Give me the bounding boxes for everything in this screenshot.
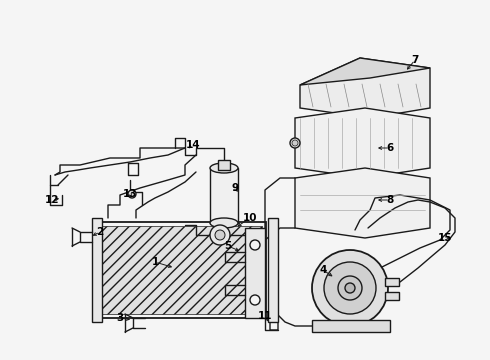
Circle shape bbox=[292, 140, 298, 146]
Polygon shape bbox=[300, 58, 430, 118]
Ellipse shape bbox=[210, 163, 238, 173]
Text: 9: 9 bbox=[231, 183, 239, 193]
Bar bbox=[102, 226, 262, 314]
Polygon shape bbox=[295, 168, 430, 238]
Text: 5: 5 bbox=[224, 241, 232, 251]
Polygon shape bbox=[300, 58, 430, 85]
Text: 1: 1 bbox=[151, 257, 159, 267]
Ellipse shape bbox=[210, 218, 238, 228]
Text: 3: 3 bbox=[117, 313, 123, 323]
Circle shape bbox=[250, 295, 260, 305]
Bar bbox=[210, 168, 238, 223]
Circle shape bbox=[345, 283, 355, 293]
Circle shape bbox=[210, 225, 230, 245]
Circle shape bbox=[215, 230, 225, 240]
Circle shape bbox=[324, 262, 376, 314]
Text: 10: 10 bbox=[243, 213, 257, 223]
Circle shape bbox=[128, 190, 136, 198]
Circle shape bbox=[250, 240, 260, 250]
Text: 12: 12 bbox=[45, 195, 59, 205]
Text: 15: 15 bbox=[438, 233, 452, 243]
Circle shape bbox=[290, 138, 300, 148]
Circle shape bbox=[312, 250, 388, 326]
Polygon shape bbox=[245, 228, 265, 318]
Text: 7: 7 bbox=[411, 55, 418, 65]
Bar bbox=[385, 278, 399, 286]
Bar bbox=[268, 218, 278, 322]
Bar bbox=[312, 320, 390, 332]
Bar bbox=[385, 292, 399, 300]
Text: 13: 13 bbox=[123, 189, 137, 199]
Circle shape bbox=[338, 276, 362, 300]
Text: 4: 4 bbox=[319, 265, 327, 275]
Text: 14: 14 bbox=[186, 140, 200, 150]
Bar bbox=[92, 218, 102, 322]
Text: 11: 11 bbox=[258, 311, 272, 321]
Bar bbox=[98, 222, 266, 318]
Text: 2: 2 bbox=[97, 227, 103, 237]
Polygon shape bbox=[295, 108, 430, 178]
Text: 6: 6 bbox=[387, 143, 393, 153]
Bar bbox=[218, 160, 230, 170]
Text: 8: 8 bbox=[387, 195, 393, 205]
